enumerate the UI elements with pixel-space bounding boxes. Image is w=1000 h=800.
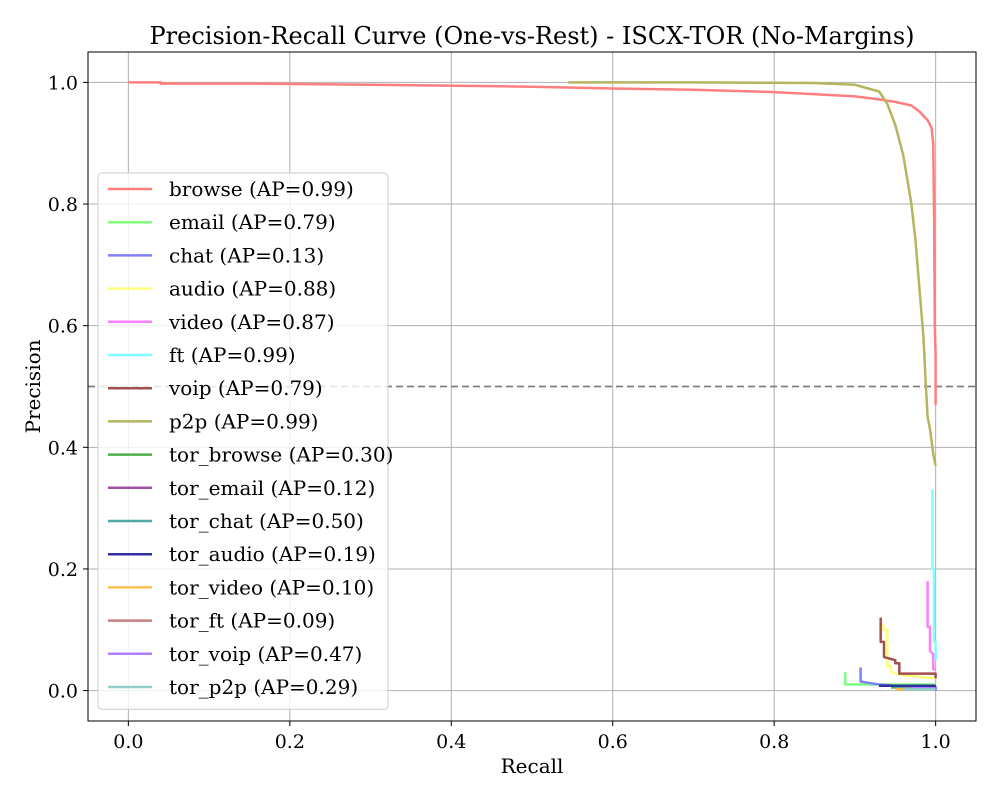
legend-entry: video (AP=0.87) (108, 310, 335, 334)
axis-ticks: 0.0 0.2 0.4 0.6 0.8 1.0 0.0 0.2 0.4 0.6 0.8 1.0 (48, 72, 951, 753)
series-line-7 (568, 81, 937, 466)
x-tick-label: 0.6 (598, 731, 628, 753)
series-line-0 (128, 81, 937, 405)
plot-frame (87, 51, 977, 722)
legend-label: tor_voip (AP=0.47) (169, 642, 362, 666)
legend-entry: tor_video (AP=0.10) (108, 575, 374, 599)
x-tick-label: 0.8 (759, 731, 789, 753)
legend: browse (AP=0.99) email (AP=0.79) chat (AP=… (97, 172, 393, 710)
legend-label: tor_chat (AP=0.50) (169, 509, 364, 533)
legend-entry: chat (AP=0.13) (108, 243, 324, 267)
series-line-6 (879, 617, 937, 679)
series-line-3 (881, 623, 936, 680)
y-axis-label: Precision (21, 339, 45, 433)
legend-entry: tor_email (AP=0.12) (108, 476, 375, 500)
legend-entry: browse (AP=0.99) (108, 177, 354, 201)
legend-label: browse (AP=0.99) (169, 177, 354, 201)
legend-label: email (AP=0.79) (169, 210, 336, 234)
legend-entry: tor_chat (AP=0.50) (108, 509, 364, 533)
legend-label: tor_ft (AP=0.09) (169, 609, 335, 633)
x-tick-label: 1.0 (921, 731, 951, 753)
chart-title: Precision-Recall Curve (One-vs-Rest) - I… (150, 22, 915, 50)
legend-entry: ft (AP=0.99) (108, 343, 296, 367)
legend-entry: tor_voip (AP=0.47) (108, 642, 362, 666)
series-lines (128, 81, 937, 691)
y-tick-label: 0.0 (48, 681, 78, 703)
legend-label: video (AP=0.87) (168, 310, 335, 334)
legend-entries: browse (AP=0.99) email (AP=0.79) chat (AP=… (108, 177, 393, 699)
legend-label: tor_audio (AP=0.19) (169, 542, 376, 566)
legend-label: chat (AP=0.13) (169, 243, 324, 267)
legend-entry: p2p (AP=0.99) (108, 409, 318, 433)
y-tick-label: 0.4 (48, 437, 78, 459)
x-tick-label: 0.2 (275, 731, 305, 753)
legend-label: p2p (AP=0.99) (169, 409, 318, 433)
legend-label: tor_p2p (AP=0.29) (169, 675, 358, 699)
legend-label: tor_email (AP=0.12) (169, 476, 375, 500)
y-tick-label: 0.8 (48, 194, 78, 216)
x-tick-label: 0.4 (436, 731, 466, 753)
series-line-5 (931, 489, 937, 661)
legend-label: audio (AP=0.88) (169, 277, 336, 301)
legend-label: tor_video (AP=0.10) (169, 575, 374, 599)
x-tick-label: 0.0 (113, 731, 143, 753)
legend-entry: tor_audio (AP=0.19) (108, 542, 376, 566)
legend-entry: tor_browse (AP=0.30) (108, 443, 393, 467)
legend-box (97, 172, 389, 710)
legend-entry: voip (AP=0.79) (108, 376, 323, 400)
legend-entry: tor_p2p (AP=0.29) (108, 675, 358, 699)
legend-entry: email (AP=0.79) (108, 210, 336, 234)
legend-label: voip (AP=0.79) (168, 376, 323, 400)
legend-entry: tor_ft (AP=0.09) (108, 609, 335, 633)
y-tick-label: 0.6 (48, 316, 78, 338)
legend-label: tor_browse (AP=0.30) (169, 443, 393, 467)
legend-entry: audio (AP=0.88) (108, 277, 336, 301)
series-line-4 (926, 581, 936, 671)
x-axis-label: Recall (501, 754, 564, 778)
y-tick-label: 1.0 (48, 72, 78, 94)
y-tick-label: 0.2 (48, 559, 78, 581)
legend-label: ft (AP=0.99) (169, 343, 296, 367)
